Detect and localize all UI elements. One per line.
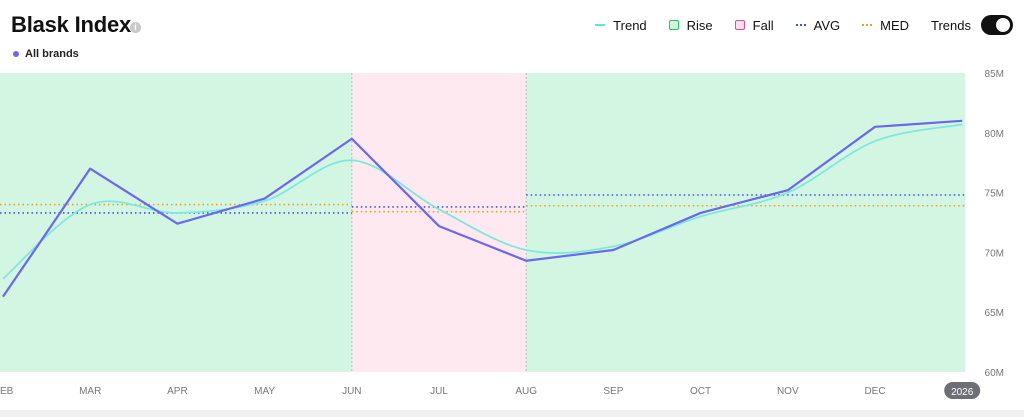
legend-label-med: MED	[880, 17, 910, 33]
region-fall-1	[351, 73, 527, 372]
x-tick-label: EB	[0, 386, 14, 397]
x-tick-label: JUN	[342, 386, 361, 397]
legend-label-fall: Fall	[752, 17, 774, 33]
fall-box-icon	[734, 20, 745, 30]
x-tick-label: JUL	[430, 386, 448, 397]
brand-label: All brands	[25, 48, 79, 60]
trend-line-icon	[595, 24, 606, 26]
chart-header: Blask Index i All brands Trend Rise Fall…	[0, 0, 1024, 70]
trends-label: Trends	[931, 17, 971, 33]
legend-label-rise: Rise	[686, 17, 713, 33]
region-rise-2	[526, 73, 965, 372]
brand-dot-icon	[13, 51, 19, 57]
x-tick-badge	[944, 382, 981, 399]
x-tick-label: OCT	[690, 386, 711, 397]
legend-item-avg[interactable]: AVG	[795, 17, 841, 33]
legend-item-rise[interactable]: Rise	[668, 17, 713, 33]
x-tick-label: AUG	[515, 386, 537, 397]
y-tick-label: 85M	[985, 69, 1004, 80]
toggle-knob	[996, 18, 1010, 32]
y-tick-label: 65M	[985, 308, 1004, 319]
legend-label-avg: AVG	[813, 17, 841, 33]
x-tick-label: 2026	[951, 387, 974, 398]
trends-control: Trends	[931, 15, 1013, 35]
x-tick-label: MAY	[254, 386, 275, 397]
legend-item-fall[interactable]: Fall	[734, 17, 774, 33]
med-dots-icon	[862, 24, 873, 26]
x-tick-label: APR	[167, 386, 188, 397]
bottom-scroll-strip	[0, 410, 1024, 417]
info-icon[interactable]: i	[130, 22, 141, 33]
legend: Trend Rise Fall AVG MED Trends	[573, 15, 1013, 35]
rise-box-icon	[668, 20, 679, 30]
y-tick-label: 60M	[985, 368, 1004, 379]
legend-label-trend: Trend	[613, 17, 647, 33]
legend-item-trend[interactable]: Trend	[595, 17, 647, 33]
brand-filter[interactable]: All brands	[13, 48, 79, 60]
y-tick-label: 80M	[985, 129, 1004, 140]
trends-toggle[interactable]	[981, 15, 1013, 35]
y-tick-label: 70M	[985, 248, 1004, 259]
x-tick-label: DEC	[864, 386, 885, 397]
x-tick-label: MAR	[79, 386, 101, 397]
x-tick-label: NOV	[777, 386, 799, 397]
index-line	[2, 119, 963, 298]
x-tick-label: SEP	[603, 386, 623, 397]
legend-item-med[interactable]: MED	[862, 18, 909, 33]
avg-dots-icon	[795, 24, 806, 26]
chart-title: Blask Index	[11, 12, 132, 37]
y-tick-label: 75M	[985, 189, 1004, 200]
trend-line	[2, 123, 963, 280]
